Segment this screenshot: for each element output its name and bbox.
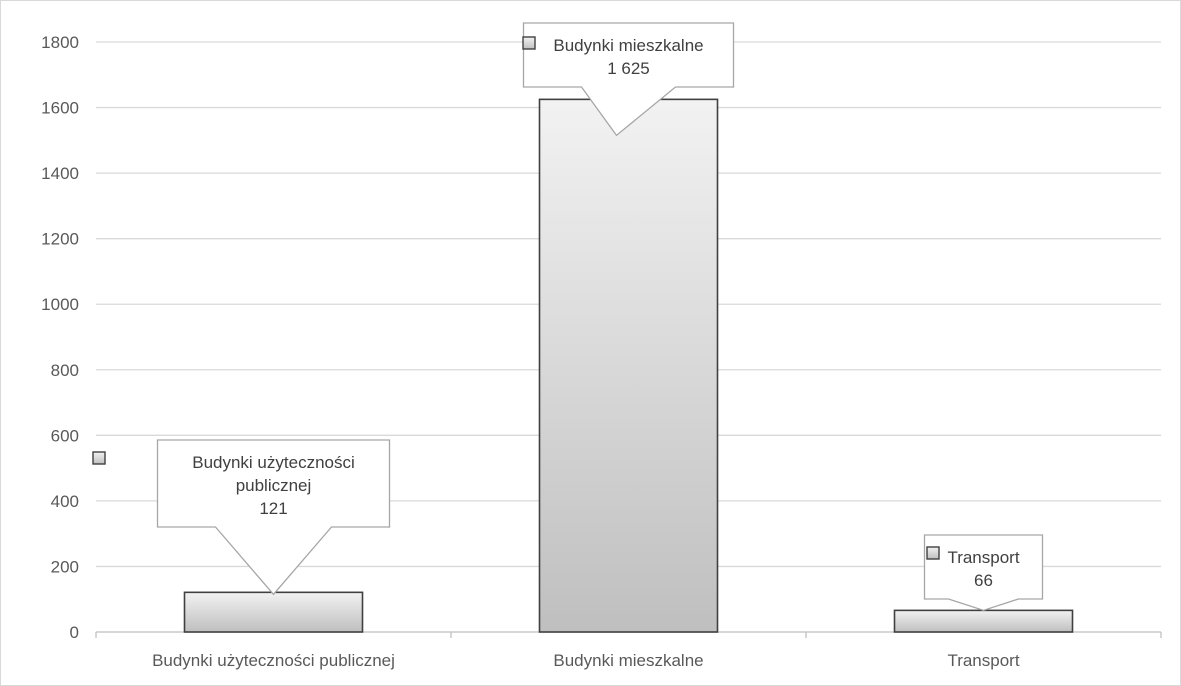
y-tick-label-1000: 1000 — [41, 295, 79, 314]
callout-text-0-1: publicznej — [236, 476, 312, 495]
x-axis — [95, 631, 1162, 638]
bar-1 — [538, 98, 719, 633]
x-category-label-0: Budynki użyteczności publicznej — [152, 651, 395, 670]
bar-2 — [893, 609, 1074, 633]
callout-text-2-0: Transport — [947, 548, 1019, 567]
callout-legend-key-0 — [92, 451, 106, 465]
y-tick-label-400: 400 — [51, 492, 79, 511]
callout-bubble-0 — [156, 439, 391, 596]
y-tick-label-800: 800 — [51, 361, 79, 380]
x-category-label-2: Transport — [947, 651, 1019, 670]
y-tick-label-1800: 1800 — [41, 33, 79, 52]
data-callouts: Budynki użyteczności publicznej 121 Budynki… — [92, 22, 1044, 612]
callout-text-0-2: 121 — [259, 499, 287, 518]
callout-text-0-0: Budynki użyteczności — [192, 453, 355, 472]
y-tick-label-1400: 1400 — [41, 164, 79, 183]
callout-text-1-1: 1 625 — [607, 59, 650, 78]
y-tick-label-600: 600 — [51, 426, 79, 445]
x-axis-category-labels: Budynki użyteczności publicznej Budynki m… — [152, 651, 1020, 670]
y-tick-label-1600: 1600 — [41, 99, 79, 118]
callout-bubble-1 — [522, 22, 735, 137]
x-category-label-1: Budynki mieszkalne — [553, 651, 703, 670]
callout-legend-key-1 — [522, 36, 536, 50]
callout-legend-key-2 — [926, 546, 940, 560]
y-axis-tick-labels: 0 200 400 600 800 1000 1200 1400 1600 1800 — [41, 33, 79, 642]
bar-0 — [183, 591, 364, 633]
callout-text-1-0: Budynki mieszkalne — [553, 36, 703, 55]
bars — [183, 98, 1074, 633]
callout-text-2-1: 66 — [974, 571, 993, 590]
callout-bubble-2 — [923, 534, 1044, 612]
y-tick-label-0: 0 — [70, 623, 79, 642]
y-tick-label-1200: 1200 — [41, 230, 79, 249]
y-tick-label-200: 200 — [51, 557, 79, 576]
